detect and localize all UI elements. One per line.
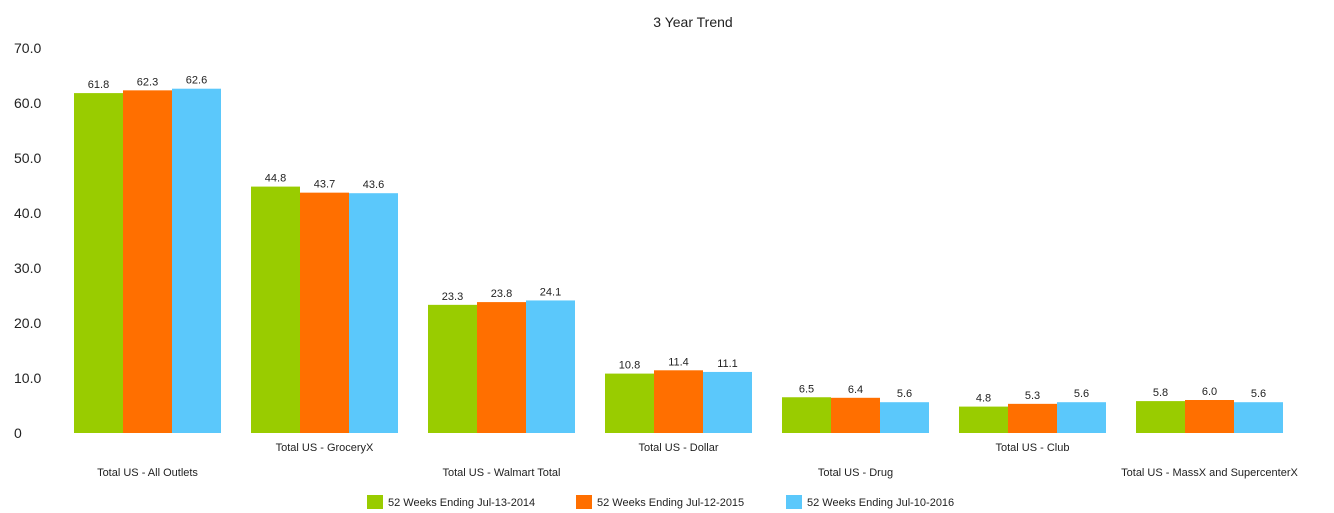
bar xyxy=(1185,400,1234,433)
y-tick-label: 40.0 xyxy=(14,205,41,221)
bar xyxy=(1234,402,1283,433)
data-label: 6.4 xyxy=(848,384,863,396)
bar xyxy=(703,371,752,433)
y-tick-label: 20.0 xyxy=(14,315,41,331)
data-label: 23.3 xyxy=(442,291,463,303)
bar xyxy=(300,192,349,433)
data-label: 5.6 xyxy=(1251,388,1266,400)
bar xyxy=(1008,403,1057,433)
chart-title: 3 Year Trend xyxy=(653,14,732,30)
bar xyxy=(880,402,929,433)
x-tick-label: Total US - GroceryX xyxy=(276,442,374,454)
legend-label: 52 Weeks Ending Jul-13-2014 xyxy=(388,497,535,509)
bar xyxy=(1136,401,1185,433)
bar xyxy=(349,193,398,433)
y-tick-label: 0 xyxy=(14,425,22,441)
data-label: 23.8 xyxy=(491,288,512,300)
data-label: 24.1 xyxy=(540,286,561,298)
bar xyxy=(959,406,1008,433)
x-tick-label: Total US - MassX and SupercenterX xyxy=(1121,467,1298,479)
data-label: 5.6 xyxy=(897,388,912,400)
y-tick-label: 60.0 xyxy=(14,95,41,111)
y-tick-label: 50.0 xyxy=(14,150,41,166)
x-tick-label: Total US - Club xyxy=(996,442,1070,454)
data-label: 6.5 xyxy=(799,383,814,395)
y-tick-label: 10.0 xyxy=(14,370,41,386)
legend-swatch xyxy=(576,495,592,509)
legend-swatch xyxy=(786,495,802,509)
bar xyxy=(654,370,703,433)
bar xyxy=(526,300,575,433)
bar xyxy=(477,302,526,433)
bars-group xyxy=(74,88,1283,433)
data-label: 11.4 xyxy=(668,356,689,368)
data-label: 6.0 xyxy=(1202,386,1217,398)
data-label: 10.8 xyxy=(619,360,640,372)
data-label: 4.8 xyxy=(976,393,991,405)
x-tick-label: Total US - Walmart Total xyxy=(443,467,561,479)
data-label: 62.6 xyxy=(186,75,207,87)
bar xyxy=(172,88,221,433)
x-tick-label: Total US - All Outlets xyxy=(97,467,198,479)
x-tick-label: Total US - Drug xyxy=(818,467,893,479)
bar xyxy=(782,397,831,433)
data-labels-group: 61.8 62.3 62.6 44.8 43.7 43.6 23.3 23.8 24.1 10.8… xyxy=(88,75,1266,405)
x-tick-label: Total US - Dollar xyxy=(638,442,718,454)
bar xyxy=(123,90,172,433)
bar xyxy=(1057,402,1106,433)
y-axis: 0 10.0 20.0 30.0 40.0 50.0 60.0 70.0 xyxy=(14,40,41,441)
legend: 52 Weeks Ending Jul-13-2014 52 Weeks Endi… xyxy=(367,495,954,509)
data-label: 11.1 xyxy=(717,358,738,370)
data-label: 43.6 xyxy=(363,179,384,191)
bar xyxy=(251,186,300,433)
data-label: 44.8 xyxy=(265,173,286,185)
bar xyxy=(428,304,477,433)
data-label: 43.7 xyxy=(314,179,335,191)
data-label: 61.8 xyxy=(88,79,109,91)
legend-swatch xyxy=(367,495,383,509)
bar xyxy=(831,397,880,433)
data-label: 5.6 xyxy=(1074,388,1089,400)
data-label: 62.3 xyxy=(137,76,158,88)
legend-label: 52 Weeks Ending Jul-10-2016 xyxy=(807,497,954,509)
bar xyxy=(605,373,654,433)
data-label: 5.8 xyxy=(1153,387,1168,399)
y-tick-label: 70.0 xyxy=(14,40,41,56)
y-tick-label: 30.0 xyxy=(14,260,41,276)
x-axis: Total US - All Outlets Total US - Grocery… xyxy=(97,442,1298,479)
bar xyxy=(74,93,123,433)
legend-label: 52 Weeks Ending Jul-12-2015 xyxy=(597,497,744,509)
data-label: 5.3 xyxy=(1025,390,1040,402)
